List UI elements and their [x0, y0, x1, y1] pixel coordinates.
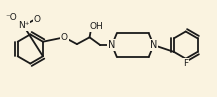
Text: OH: OH — [89, 22, 103, 31]
Text: ⁻O: ⁻O — [5, 13, 17, 22]
Text: N: N — [150, 40, 157, 50]
Text: N: N — [108, 40, 116, 50]
Text: O: O — [61, 33, 68, 42]
Text: F: F — [183, 59, 188, 68]
Text: N⁺: N⁺ — [18, 21, 29, 30]
Text: O: O — [34, 15, 41, 24]
